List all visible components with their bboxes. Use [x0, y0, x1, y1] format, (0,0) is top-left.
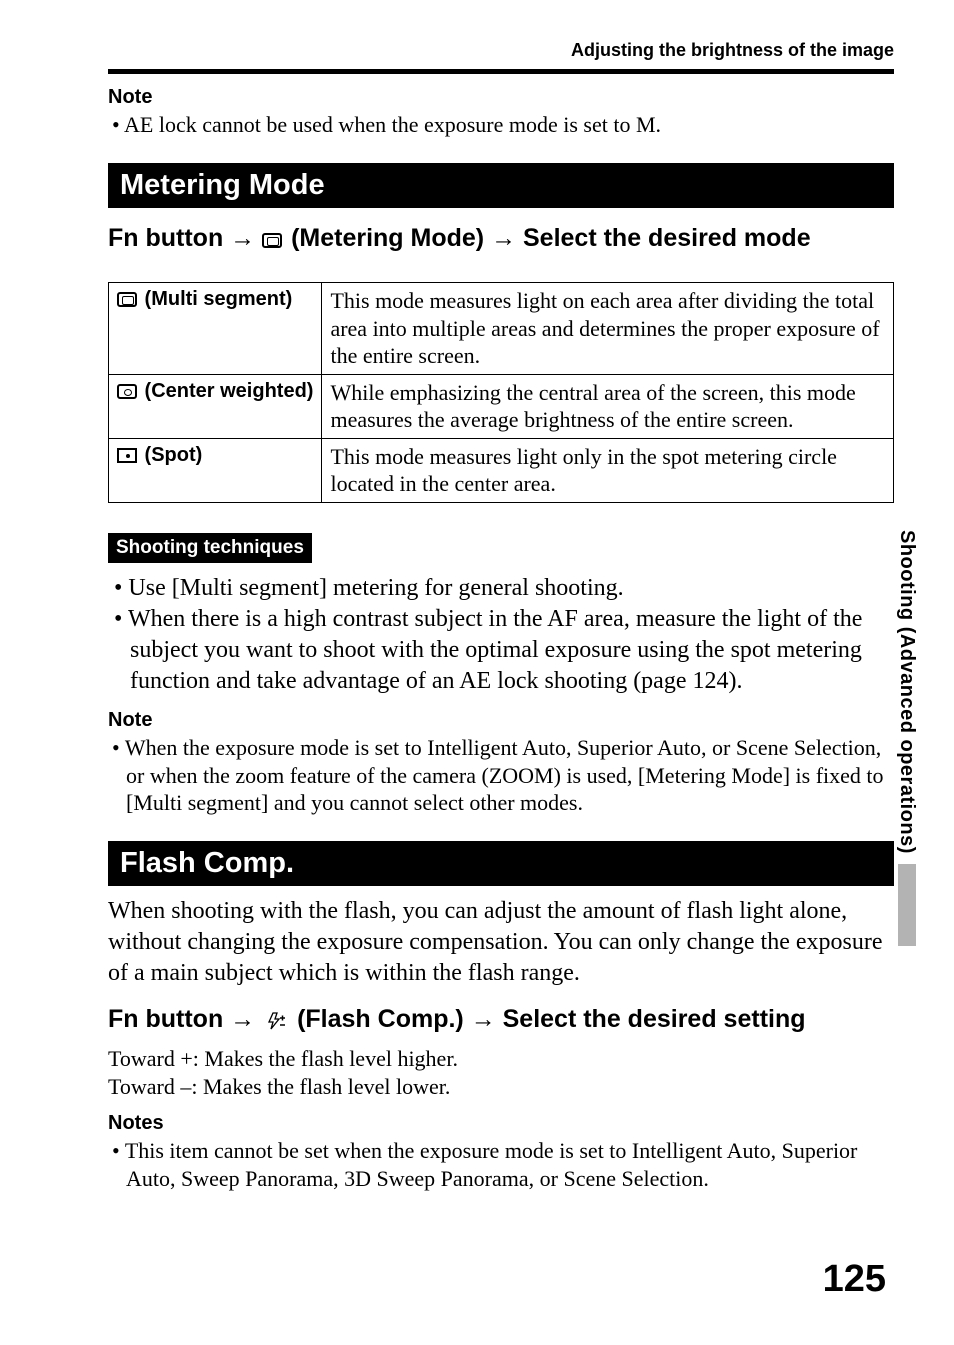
note-1-text: AE lock cannot be used when the exposure…: [108, 111, 894, 139]
metering-multi-icon: [117, 292, 137, 307]
fn-line-metering: Fn button → (Metering Mode) → Select the…: [108, 222, 894, 255]
fn-suffix: Select the desired mode: [516, 224, 811, 252]
note-2-text: When the exposure mode is set to Intelli…: [108, 734, 894, 817]
fn-mid: (Flash Comp.): [290, 1005, 471, 1033]
mode-desc: This mode measures light on each area af…: [322, 283, 894, 375]
flash-comp-icon: [266, 1011, 286, 1037]
mode-label-multi: (Multi segment): [109, 283, 322, 375]
note-heading-2: Note: [108, 709, 894, 732]
flash-comp-intro: When shooting with the flash, you can ad…: [108, 896, 894, 990]
arrow-icon: →: [471, 1005, 496, 1033]
header-title: Adjusting the brightness of the image: [108, 40, 894, 69]
fn-suffix: Select the desired setting: [496, 1005, 806, 1033]
side-tab-label: Shooting (Advanced operations): [895, 530, 918, 854]
shooting-techniques-heading: Shooting techniques: [108, 533, 312, 563]
side-tab: Shooting (Advanced operations): [895, 530, 918, 946]
arrow-icon: →: [491, 224, 516, 252]
fn-prefix: Fn button: [108, 224, 230, 252]
fn-mid: (Metering Mode): [284, 224, 491, 252]
arrow-icon: →: [230, 224, 255, 252]
note-heading-1: Note: [108, 86, 894, 109]
mode-label-spot: (Spot): [109, 438, 322, 502]
technique-item: Use [Multi segment] metering for general…: [108, 573, 894, 604]
technique-item: When there is a high contrast subject in…: [108, 604, 894, 698]
table-row: (Spot) This mode measures light only in …: [109, 438, 894, 502]
mode-label-text: (Spot): [139, 444, 202, 466]
fn-line-flash: Fn button → (Flash Comp.) → Select the d…: [108, 1003, 894, 1037]
arrow-icon: →: [230, 1005, 255, 1033]
metering-multi-icon: [262, 233, 282, 248]
mode-desc: While emphasizing the central area of th…: [322, 374, 894, 438]
mode-label-text: (Multi segment): [139, 288, 292, 310]
mode-label-text: (Center weighted): [139, 380, 313, 402]
section-flash-comp: Flash Comp.: [108, 841, 894, 886]
section-metering-mode: Metering Mode: [108, 163, 894, 208]
notes-heading-3: Notes: [108, 1112, 894, 1135]
toward-minus: Toward –: Makes the flash level lower.: [108, 1073, 894, 1101]
header-rule: [108, 69, 894, 74]
metering-spot-icon: [117, 448, 137, 463]
notes-3-text: This item cannot be set when the exposur…: [108, 1137, 894, 1192]
page-header: Adjusting the brightness of the image: [108, 40, 894, 74]
toward-plus: Toward +: Makes the flash level higher.: [108, 1045, 894, 1073]
mode-desc: This mode measures light only in the spo…: [322, 438, 894, 502]
page-number: 125: [823, 1258, 886, 1301]
manual-page: Adjusting the brightness of the image No…: [0, 0, 954, 1345]
techniques-list: Use [Multi segment] metering for general…: [108, 573, 894, 698]
fn-prefix: Fn button: [108, 1005, 230, 1033]
table-row: (Center weighted) While emphasizing the …: [109, 374, 894, 438]
metering-center-icon: [117, 384, 137, 399]
metering-modes-table: (Multi segment) This mode measures light…: [108, 282, 894, 503]
table-row: (Multi segment) This mode measures light…: [109, 283, 894, 375]
side-tab-marker: [898, 864, 916, 946]
mode-label-center: (Center weighted): [109, 374, 322, 438]
